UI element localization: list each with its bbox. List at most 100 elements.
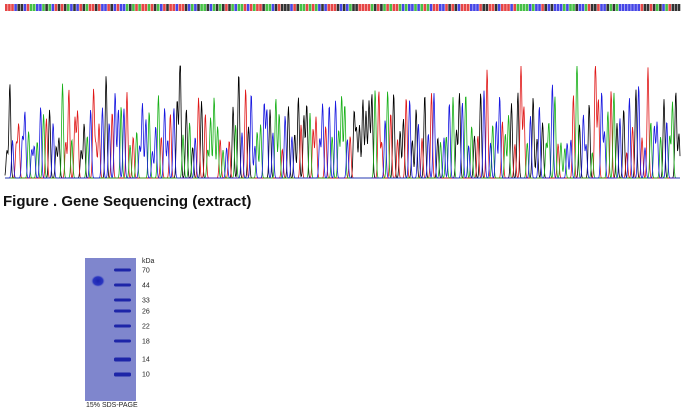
base-call bbox=[640, 4, 644, 11]
base-call bbox=[575, 4, 578, 11]
base-call bbox=[277, 4, 281, 11]
base-call bbox=[54, 4, 58, 11]
base-call bbox=[525, 4, 529, 11]
ladder-band bbox=[114, 357, 131, 362]
base-call bbox=[284, 4, 287, 11]
marker-label: 14 bbox=[142, 357, 150, 364]
base-call bbox=[652, 4, 656, 11]
base-call bbox=[249, 4, 253, 11]
base-call bbox=[488, 4, 492, 11]
base-call bbox=[448, 4, 451, 11]
base-call bbox=[377, 4, 380, 11]
base-call bbox=[42, 4, 45, 11]
base-call bbox=[17, 4, 20, 11]
base-call bbox=[510, 4, 513, 11]
base-call bbox=[256, 4, 259, 11]
ladder-band bbox=[114, 339, 131, 343]
base-call bbox=[497, 4, 501, 11]
base-call bbox=[631, 4, 634, 11]
base-call bbox=[597, 4, 600, 11]
base-call bbox=[218, 4, 222, 11]
base-call bbox=[184, 4, 188, 11]
base-call bbox=[358, 4, 361, 11]
base-call bbox=[470, 4, 473, 11]
base-call bbox=[572, 4, 575, 11]
base-call bbox=[535, 4, 538, 11]
figure-caption: Figure . Gene Sequencing (extract) bbox=[3, 193, 252, 210]
base-call bbox=[476, 4, 479, 11]
base-call bbox=[445, 4, 448, 11]
base-call bbox=[414, 4, 417, 11]
ladder-band bbox=[114, 268, 131, 272]
base-call bbox=[299, 4, 303, 11]
base-call bbox=[600, 4, 603, 11]
marker-label: 70 bbox=[142, 268, 150, 275]
base-call bbox=[590, 4, 594, 11]
base-call bbox=[656, 4, 659, 11]
base-call bbox=[321, 4, 324, 11]
base-call bbox=[395, 4, 399, 11]
base-call bbox=[491, 4, 495, 11]
base-call bbox=[141, 4, 144, 11]
base-call bbox=[420, 4, 423, 11]
base-call bbox=[209, 4, 213, 11]
base-call bbox=[305, 4, 309, 11]
base-call bbox=[473, 4, 476, 11]
base-call bbox=[324, 4, 327, 11]
base-call bbox=[364, 4, 368, 11]
gel-caption: 15% SDS-PAGE bbox=[86, 402, 138, 409]
base-call bbox=[160, 4, 163, 11]
base-call bbox=[451, 4, 454, 11]
trace bbox=[5, 65, 680, 179]
base-call bbox=[606, 4, 609, 11]
base-call bbox=[60, 4, 64, 11]
base-call bbox=[671, 4, 675, 11]
base-call bbox=[271, 4, 275, 11]
base-call bbox=[559, 4, 563, 11]
base-call bbox=[290, 4, 293, 11]
base-call bbox=[519, 4, 523, 11]
base-call bbox=[541, 4, 544, 11]
base-call bbox=[5, 4, 8, 11]
chromatogram bbox=[4, 4, 681, 179]
base-call bbox=[482, 4, 485, 11]
base-call bbox=[32, 4, 36, 11]
marker-label: 26 bbox=[142, 309, 150, 316]
base-call bbox=[333, 4, 337, 11]
base-call bbox=[237, 4, 241, 11]
base-call bbox=[429, 4, 433, 11]
base-call bbox=[389, 4, 392, 11]
base-call bbox=[70, 4, 73, 11]
base-call bbox=[243, 4, 247, 11]
base-call bbox=[231, 4, 234, 11]
base-call bbox=[206, 4, 210, 11]
base-call bbox=[175, 4, 179, 11]
base-call bbox=[315, 4, 318, 11]
base-call bbox=[265, 4, 268, 11]
marker-label: 18 bbox=[142, 339, 150, 346]
base-call bbox=[383, 4, 386, 11]
base-call bbox=[501, 4, 504, 11]
base-call bbox=[367, 4, 371, 11]
base-call bbox=[563, 4, 566, 11]
base-call bbox=[240, 4, 244, 11]
base-call bbox=[308, 4, 312, 11]
base-call bbox=[203, 4, 206, 11]
base-call bbox=[8, 4, 11, 11]
base-call bbox=[181, 4, 185, 11]
base-call bbox=[51, 4, 55, 11]
base-call bbox=[504, 4, 507, 11]
base-call bbox=[668, 4, 671, 11]
base-call bbox=[20, 4, 24, 11]
base-call bbox=[147, 4, 151, 11]
base-call bbox=[625, 4, 628, 11]
ladder-band bbox=[114, 372, 131, 377]
base-call bbox=[662, 4, 665, 11]
base-call bbox=[14, 4, 17, 11]
base-call bbox=[466, 4, 470, 11]
base-call bbox=[566, 4, 569, 11]
base-call bbox=[612, 4, 616, 11]
base-call bbox=[274, 4, 278, 11]
base-call bbox=[594, 4, 597, 11]
